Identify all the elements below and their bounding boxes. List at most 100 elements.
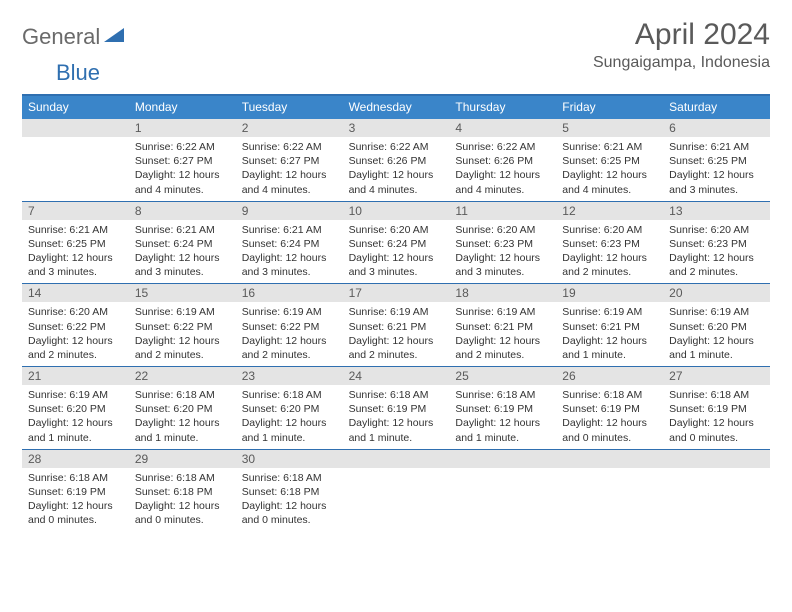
day-body: Sunrise: 6:19 AMSunset: 6:20 PMDaylight:… xyxy=(663,302,770,366)
day-cell: 21Sunrise: 6:19 AMSunset: 6:20 PMDayligh… xyxy=(22,367,129,449)
day-cell: 18Sunrise: 6:19 AMSunset: 6:21 PMDayligh… xyxy=(449,284,556,366)
day-number: 19 xyxy=(556,284,663,302)
day-cell: 22Sunrise: 6:18 AMSunset: 6:20 PMDayligh… xyxy=(129,367,236,449)
week-row: 28Sunrise: 6:18 AMSunset: 6:19 PMDayligh… xyxy=(22,449,770,532)
day-number: 6 xyxy=(663,119,770,137)
day-cell: 19Sunrise: 6:19 AMSunset: 6:21 PMDayligh… xyxy=(556,284,663,366)
day-cell: 20Sunrise: 6:19 AMSunset: 6:20 PMDayligh… xyxy=(663,284,770,366)
day-body: Sunrise: 6:21 AMSunset: 6:24 PMDaylight:… xyxy=(129,220,236,284)
day-body: Sunrise: 6:18 AMSunset: 6:20 PMDaylight:… xyxy=(129,385,236,449)
day-body: Sunrise: 6:18 AMSunset: 6:19 PMDaylight:… xyxy=(343,385,450,449)
day-body: Sunrise: 6:18 AMSunset: 6:19 PMDaylight:… xyxy=(449,385,556,449)
day-cell: 1Sunrise: 6:22 AMSunset: 6:27 PMDaylight… xyxy=(129,119,236,201)
day-header-thursday: Thursday xyxy=(449,96,556,119)
day-cell: 7Sunrise: 6:21 AMSunset: 6:25 PMDaylight… xyxy=(22,202,129,284)
day-body: Sunrise: 6:19 AMSunset: 6:22 PMDaylight:… xyxy=(236,302,343,366)
day-cell: 4Sunrise: 6:22 AMSunset: 6:26 PMDaylight… xyxy=(449,119,556,201)
day-number: 16 xyxy=(236,284,343,302)
day-cell: 10Sunrise: 6:20 AMSunset: 6:24 PMDayligh… xyxy=(343,202,450,284)
day-header-monday: Monday xyxy=(129,96,236,119)
day-cell: 23Sunrise: 6:18 AMSunset: 6:20 PMDayligh… xyxy=(236,367,343,449)
week-row: 7Sunrise: 6:21 AMSunset: 6:25 PMDaylight… xyxy=(22,201,770,284)
day-number: 10 xyxy=(343,202,450,220)
day-cell xyxy=(449,450,556,532)
day-number xyxy=(663,450,770,468)
day-cell: 12Sunrise: 6:20 AMSunset: 6:23 PMDayligh… xyxy=(556,202,663,284)
day-cell xyxy=(343,450,450,532)
day-cell: 25Sunrise: 6:18 AMSunset: 6:19 PMDayligh… xyxy=(449,367,556,449)
week-row: 21Sunrise: 6:19 AMSunset: 6:20 PMDayligh… xyxy=(22,366,770,449)
day-body: Sunrise: 6:21 AMSunset: 6:25 PMDaylight:… xyxy=(556,137,663,201)
day-number: 4 xyxy=(449,119,556,137)
day-number: 30 xyxy=(236,450,343,468)
day-number xyxy=(343,450,450,468)
day-cell: 5Sunrise: 6:21 AMSunset: 6:25 PMDaylight… xyxy=(556,119,663,201)
day-body: Sunrise: 6:19 AMSunset: 6:21 PMDaylight:… xyxy=(343,302,450,366)
day-number: 15 xyxy=(129,284,236,302)
calendar: SundayMondayTuesdayWednesdayThursdayFrid… xyxy=(22,94,770,531)
day-number: 24 xyxy=(343,367,450,385)
day-body: Sunrise: 6:20 AMSunset: 6:23 PMDaylight:… xyxy=(556,220,663,284)
logo-text-general: General xyxy=(22,24,100,50)
day-body: Sunrise: 6:18 AMSunset: 6:18 PMDaylight:… xyxy=(129,468,236,532)
logo: General xyxy=(22,18,126,50)
day-body: Sunrise: 6:22 AMSunset: 6:27 PMDaylight:… xyxy=(129,137,236,201)
day-cell: 24Sunrise: 6:18 AMSunset: 6:19 PMDayligh… xyxy=(343,367,450,449)
day-body: Sunrise: 6:20 AMSunset: 6:23 PMDaylight:… xyxy=(449,220,556,284)
day-cell: 30Sunrise: 6:18 AMSunset: 6:18 PMDayligh… xyxy=(236,450,343,532)
day-cell: 15Sunrise: 6:19 AMSunset: 6:22 PMDayligh… xyxy=(129,284,236,366)
day-body: Sunrise: 6:20 AMSunset: 6:24 PMDaylight:… xyxy=(343,220,450,284)
day-header-friday: Friday xyxy=(556,96,663,119)
day-cell: 6Sunrise: 6:21 AMSunset: 6:25 PMDaylight… xyxy=(663,119,770,201)
day-body: Sunrise: 6:19 AMSunset: 6:21 PMDaylight:… xyxy=(556,302,663,366)
day-number: 21 xyxy=(22,367,129,385)
day-number xyxy=(556,450,663,468)
day-cell: 28Sunrise: 6:18 AMSunset: 6:19 PMDayligh… xyxy=(22,450,129,532)
day-body: Sunrise: 6:22 AMSunset: 6:26 PMDaylight:… xyxy=(343,137,450,201)
day-cell: 2Sunrise: 6:22 AMSunset: 6:27 PMDaylight… xyxy=(236,119,343,201)
day-cell: 29Sunrise: 6:18 AMSunset: 6:18 PMDayligh… xyxy=(129,450,236,532)
day-body: Sunrise: 6:20 AMSunset: 6:22 PMDaylight:… xyxy=(22,302,129,366)
day-number: 9 xyxy=(236,202,343,220)
day-number: 5 xyxy=(556,119,663,137)
day-body: Sunrise: 6:20 AMSunset: 6:23 PMDaylight:… xyxy=(663,220,770,284)
day-body: Sunrise: 6:18 AMSunset: 6:18 PMDaylight:… xyxy=(236,468,343,532)
day-cell: 27Sunrise: 6:18 AMSunset: 6:19 PMDayligh… xyxy=(663,367,770,449)
day-number: 13 xyxy=(663,202,770,220)
day-number: 8 xyxy=(129,202,236,220)
day-body: Sunrise: 6:19 AMSunset: 6:21 PMDaylight:… xyxy=(449,302,556,366)
day-number: 26 xyxy=(556,367,663,385)
month-title: April 2024 xyxy=(593,18,770,52)
day-body: Sunrise: 6:18 AMSunset: 6:20 PMDaylight:… xyxy=(236,385,343,449)
logo-text-blue: Blue xyxy=(56,60,792,86)
day-body: Sunrise: 6:18 AMSunset: 6:19 PMDaylight:… xyxy=(556,385,663,449)
day-cell: 3Sunrise: 6:22 AMSunset: 6:26 PMDaylight… xyxy=(343,119,450,201)
day-number: 2 xyxy=(236,119,343,137)
day-header-tuesday: Tuesday xyxy=(236,96,343,119)
day-body: Sunrise: 6:19 AMSunset: 6:20 PMDaylight:… xyxy=(22,385,129,449)
day-body: Sunrise: 6:18 AMSunset: 6:19 PMDaylight:… xyxy=(663,385,770,449)
day-cell: 17Sunrise: 6:19 AMSunset: 6:21 PMDayligh… xyxy=(343,284,450,366)
day-body: Sunrise: 6:21 AMSunset: 6:25 PMDaylight:… xyxy=(22,220,129,284)
day-cell: 8Sunrise: 6:21 AMSunset: 6:24 PMDaylight… xyxy=(129,202,236,284)
day-body: Sunrise: 6:22 AMSunset: 6:27 PMDaylight:… xyxy=(236,137,343,201)
day-cell: 14Sunrise: 6:20 AMSunset: 6:22 PMDayligh… xyxy=(22,284,129,366)
day-header-row: SundayMondayTuesdayWednesdayThursdayFrid… xyxy=(22,96,770,119)
day-number: 12 xyxy=(556,202,663,220)
calendar-body: 1Sunrise: 6:22 AMSunset: 6:27 PMDaylight… xyxy=(22,119,770,531)
day-number: 11 xyxy=(449,202,556,220)
day-number: 18 xyxy=(449,284,556,302)
day-cell: 13Sunrise: 6:20 AMSunset: 6:23 PMDayligh… xyxy=(663,202,770,284)
day-number: 3 xyxy=(343,119,450,137)
day-number: 28 xyxy=(22,450,129,468)
day-number: 22 xyxy=(129,367,236,385)
day-number: 17 xyxy=(343,284,450,302)
day-number: 25 xyxy=(449,367,556,385)
day-cell: 9Sunrise: 6:21 AMSunset: 6:24 PMDaylight… xyxy=(236,202,343,284)
day-number: 7 xyxy=(22,202,129,220)
day-cell xyxy=(663,450,770,532)
day-cell xyxy=(22,119,129,201)
day-body: Sunrise: 6:21 AMSunset: 6:24 PMDaylight:… xyxy=(236,220,343,284)
day-body: Sunrise: 6:18 AMSunset: 6:19 PMDaylight:… xyxy=(22,468,129,532)
day-cell xyxy=(556,450,663,532)
